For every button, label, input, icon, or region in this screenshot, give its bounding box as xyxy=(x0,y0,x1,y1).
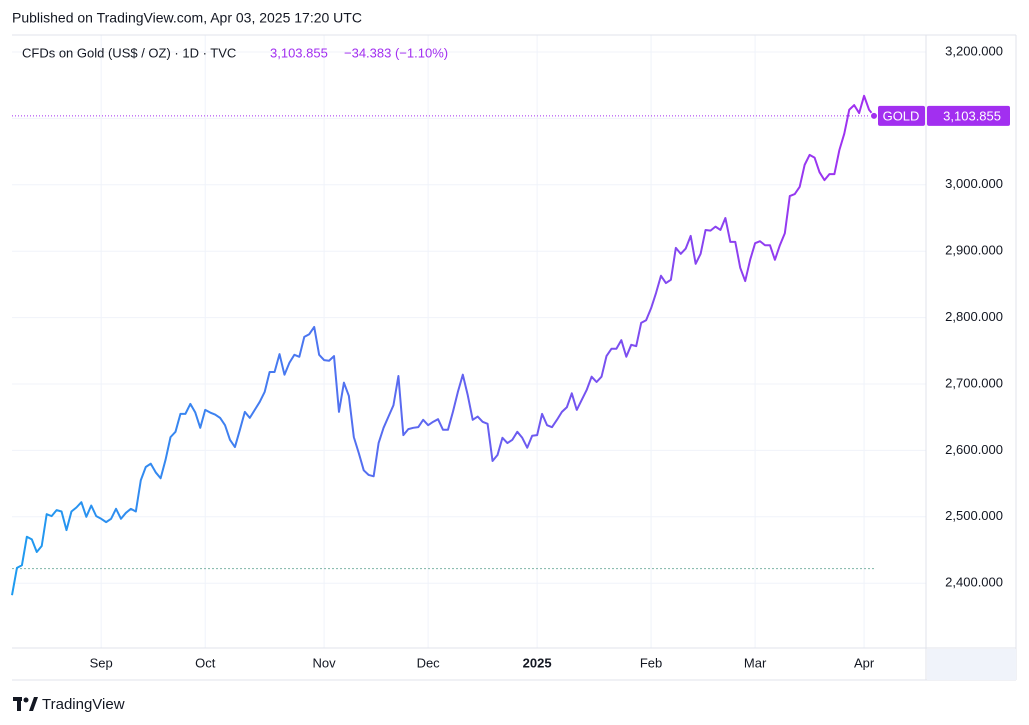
y-tick-label: 2,500.000 xyxy=(945,508,1003,523)
x-tick-label: Sep xyxy=(90,655,113,670)
x-tick-label: Mar xyxy=(744,655,767,670)
x-tick-label: Nov xyxy=(313,655,337,670)
last-point xyxy=(870,111,878,120)
grid xyxy=(12,35,926,648)
legend-price: 3,103.855 xyxy=(270,45,328,60)
plot xyxy=(11,94,926,596)
legend-symbol: CFDs on Gold (US$ / OZ) · 1D · TVC xyxy=(22,45,236,60)
x-tick-label: 2025 xyxy=(523,655,552,670)
price-tag-label: 3,103.855 xyxy=(943,108,1001,123)
published-note: Published on TradingView.com, Apr 03, 20… xyxy=(12,10,362,26)
x-tick-label: Dec xyxy=(417,655,441,670)
y-tick-label: 2,400.000 xyxy=(945,575,1003,590)
price-tag xyxy=(927,105,1010,126)
y-tick-label: 2,700.000 xyxy=(945,375,1003,390)
y-tick-label: 2,600.000 xyxy=(945,442,1003,457)
y-tick-label: 3,200.000 xyxy=(945,43,1003,58)
axis-corner xyxy=(927,649,1016,680)
price-line xyxy=(11,94,875,596)
x-tick-label: Feb xyxy=(640,655,662,670)
name-tag-label: GOLD xyxy=(883,108,920,123)
y-tick-label: 2,800.000 xyxy=(945,309,1003,324)
name-tag xyxy=(878,105,925,126)
brand-name: TradingView xyxy=(42,696,125,713)
x-tick-label: Apr xyxy=(854,655,875,670)
brand-logo xyxy=(13,697,38,711)
x-tick-label: Oct xyxy=(195,655,216,670)
y-tick-label: 2,900.000 xyxy=(945,243,1003,258)
y-tick-label: 3,000.000 xyxy=(945,176,1003,191)
legend-change: −34.383 (−1.10%) xyxy=(344,45,448,60)
